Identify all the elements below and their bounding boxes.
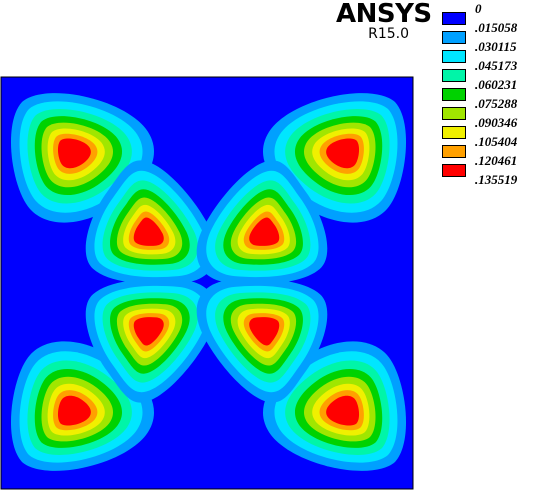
- legend-label: .135519: [475, 172, 518, 187]
- legend-label: .105404: [475, 134, 518, 149]
- legend-swatch: [442, 88, 466, 101]
- legend-label: .015058: [475, 20, 518, 35]
- legend-label: .075288: [475, 96, 518, 111]
- release-version: R15.0: [368, 26, 409, 42]
- legend-swatch: [442, 50, 466, 63]
- contour-plot: [0, 76, 414, 490]
- legend-swatch: [442, 164, 466, 177]
- legend-swatch: [442, 107, 466, 120]
- contour-legend: 0 .015058 .030115 .045173 .060231 .075288 .090…: [436, 0, 538, 200]
- legend-swatch: [442, 69, 466, 82]
- legend-swatch: [442, 145, 466, 158]
- legend-label: .120461: [475, 153, 518, 168]
- legend-swatch: [442, 31, 466, 44]
- legend-label: .060231: [475, 77, 518, 92]
- legend-label: .030115: [475, 39, 517, 54]
- legend-label: 0: [475, 1, 482, 16]
- legend-swatch: [442, 126, 466, 139]
- legend-label: .045173: [475, 58, 518, 73]
- legend-label: .090346: [475, 115, 518, 130]
- legend-swatch: [442, 12, 466, 25]
